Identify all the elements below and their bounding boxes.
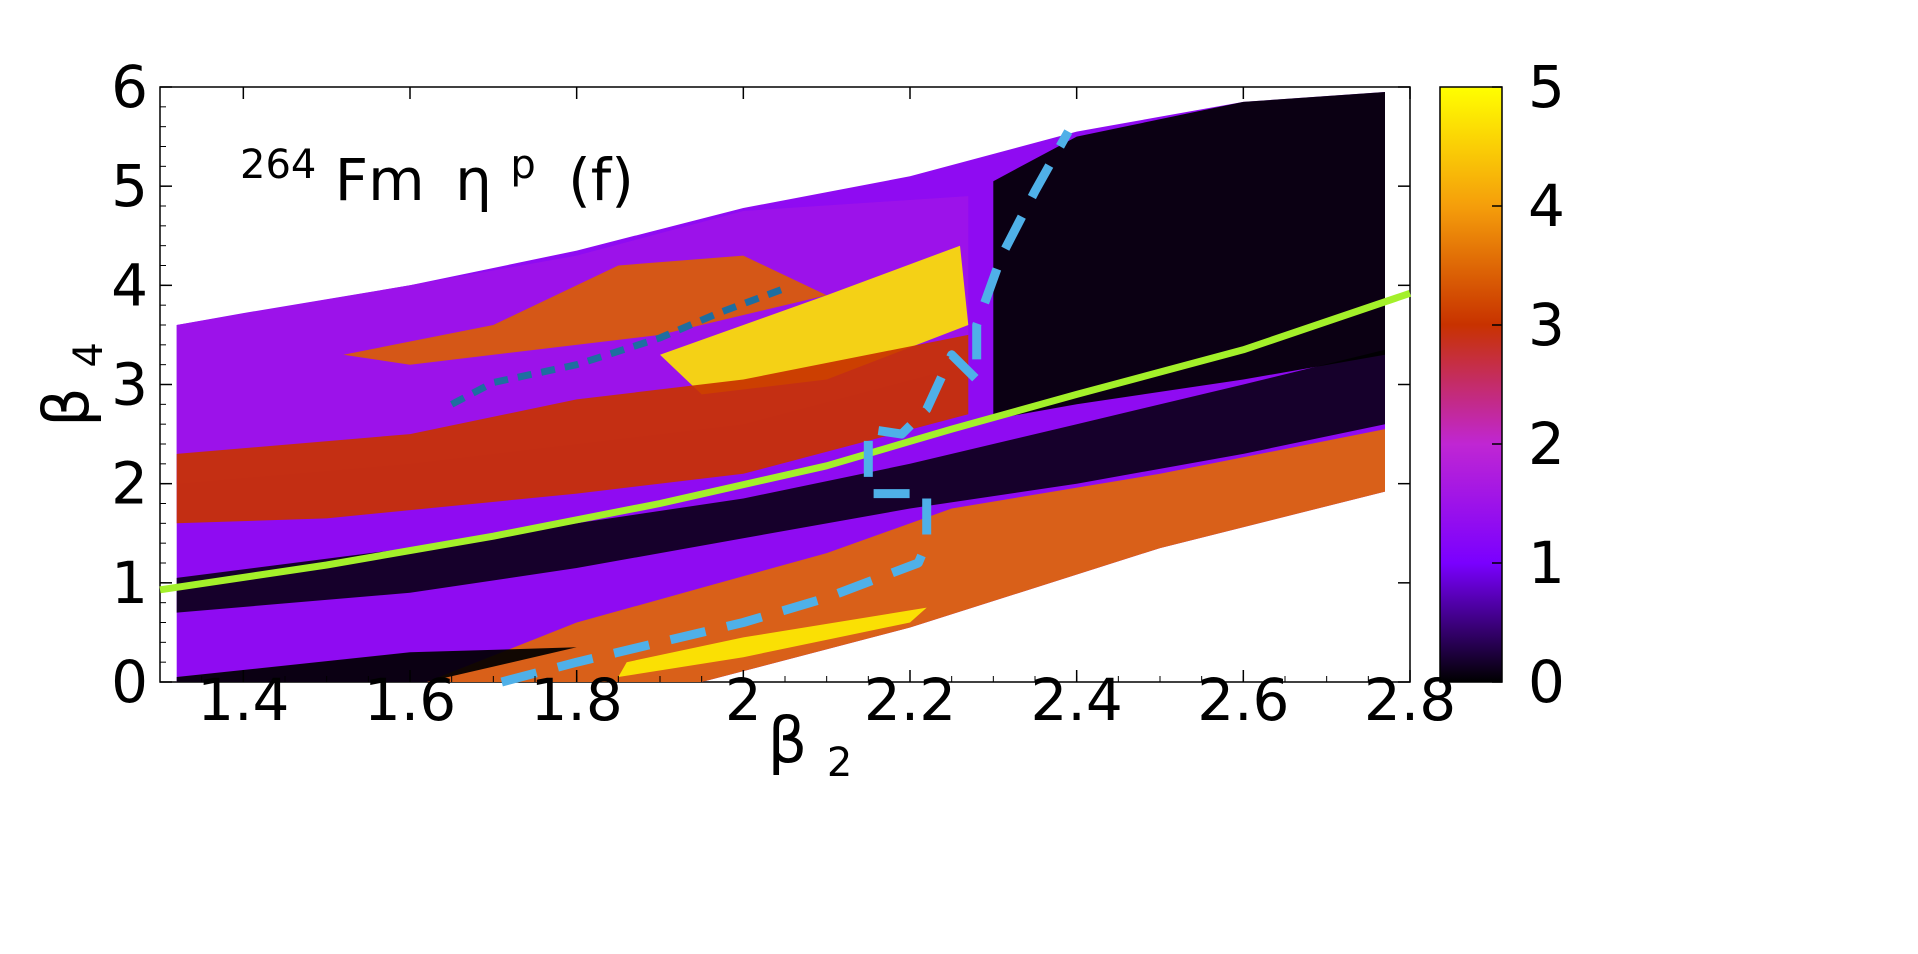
nucleus-annotation: 264 Fm η p (f) (240, 124, 634, 214)
y-axis-label: β 4 (30, 342, 112, 427)
heatmap-region-yellow-lower-streak (618, 607, 927, 677)
y-tick-label: 1 (111, 549, 148, 617)
heatmap-region-orange-mid-band (176, 334, 969, 524)
annotation-element: Fm (335, 146, 425, 214)
colorbar-tick-label: 4 (1528, 172, 1565, 240)
colorbar-tick-label: 2 (1528, 410, 1565, 478)
heatmap-region-yellow-lobe (660, 245, 969, 395)
annotation-symbol-sup: p (510, 142, 535, 188)
series-lines (159, 129, 1412, 687)
y-tick-label: 2 (111, 450, 148, 518)
series-dark-blue-dashed-path (450, 285, 787, 408)
heatmap-region-black-lower-left (176, 647, 577, 682)
colorbar-ticks: 0 1 2 3 4 5 (1492, 53, 1565, 716)
y-axis-label-base: β (30, 387, 103, 427)
y-tick-label: 6 (111, 53, 148, 121)
y-tick-label: 4 (111, 251, 148, 319)
x-axis-label-base: β (768, 704, 808, 777)
colorbar (1439, 86, 1503, 683)
heatmap-regions (176, 92, 1386, 682)
series-light-blue-dashed-path (500, 129, 1073, 687)
colorbar-tick-label: 1 (1528, 529, 1565, 597)
annotation-suffix: (f) (568, 146, 634, 214)
heatmap-region-dark-band (176, 349, 1386, 613)
heatmap-region-orange-ridge-upper (343, 255, 827, 365)
series-green-reference-line (159, 289, 1412, 594)
x-axis-label: β 2 (768, 704, 853, 786)
colorbar-tick-label: 0 (1528, 648, 1565, 716)
y-tick-label: 0 (111, 648, 148, 716)
y-tick-label: 5 (111, 152, 148, 220)
annotation-mass-number: 264 (240, 142, 316, 188)
colorbar-tick-label: 3 (1528, 291, 1565, 359)
x-axis-label-sub: 2 (827, 740, 852, 786)
heatmap-region-orange-lower-band (426, 429, 1385, 682)
annotation-symbol: η (455, 146, 492, 214)
colorbar-tick-label: 5 (1528, 53, 1565, 121)
y-tick-label: 3 (111, 351, 148, 419)
y-axis-label-sub: 4 (66, 342, 112, 367)
